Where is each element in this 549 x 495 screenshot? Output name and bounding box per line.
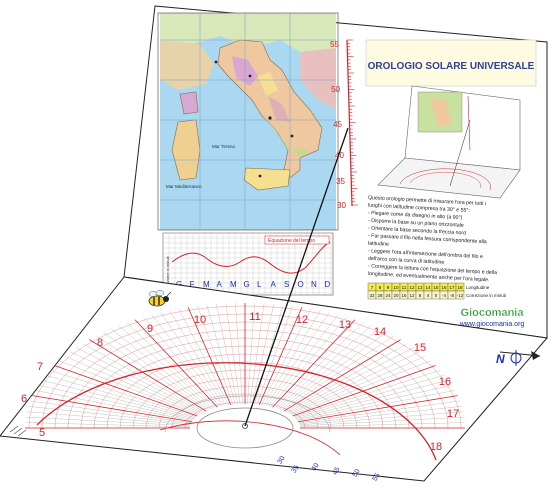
latitude-label-50: 50 [331,85,340,94]
correction-cell: -8 [450,293,454,298]
month-label: F [190,280,195,289]
month-label: M [203,280,210,289]
north-compass: N [496,350,541,366]
instruction-line: latitudine [368,241,389,248]
correction-cell: 12 [409,293,415,298]
latitude-arc-label: 55 [372,472,382,482]
latitude-label-40: 40 [335,151,344,160]
longitude-cell: 15 [433,285,439,290]
longitude-cell: 16 [441,285,447,290]
hour-label: 16 [439,376,451,388]
longitude-cell: 11 [402,285,407,290]
month-label: A [217,280,223,289]
instruction-line: - Orientare la base secondo la freccia n… [368,225,466,236]
month-label: D [325,280,331,289]
fold-marks [9,425,27,437]
latitude-arc-label: 30 [277,455,287,465]
longitude-cell: 12 [409,285,415,290]
correction-cell: 24 [385,293,391,298]
outer-dial-arc [36,362,437,461]
hour-label: 5 [39,427,45,439]
brand-logo: Giocomania www.giocomania.org [459,307,525,328]
longitude-cell: 13 [417,285,423,290]
month-label: S [284,280,289,289]
title-card: OROLOGIO SOLARE UNIVERSALE [365,39,537,87]
hour-label: 12 [296,314,308,326]
bee-icon [148,290,172,307]
correction-cell: 0 [435,293,438,298]
correction-cell: -4 [442,293,446,298]
map-sea-label: Mar Mediterraneo [166,184,202,189]
equation-ylabel: Correzione in minuti [165,256,170,292]
longitude-cell: 14 [425,285,431,290]
correction-row-label: Correzione in minuti [466,293,506,298]
hour-label: 6 [21,393,27,405]
hour-label: 15 [414,342,426,354]
month-label: N [311,280,317,289]
correction-cell: -12 [457,293,464,298]
instruction-line: - Piegare come da disegno in alto (a 90°… [368,210,463,221]
month-label: A [271,280,277,289]
hour-label: 14 [374,326,386,338]
italy-map: Mar Mediterraneo Mar Tirreno [160,13,336,230]
equation-legend: Equazione del tempo [268,238,315,244]
correction-cell: 20 [393,293,399,298]
longitude-cell: 7 [371,285,374,290]
mini-sundial-illustration [377,85,521,199]
hour-label: 10 [194,314,206,326]
center-circle [196,407,294,449]
correction-cell: 8 [419,293,422,298]
longitude-cell: 10 [393,285,399,290]
instruction-line: luoghi con latitudine compresa tra 30° e… [368,203,470,214]
equation-curve [171,241,331,274]
instruction-line: dell'arco con la curva di latitudine [368,256,445,266]
latitude-label-30: 30 [337,201,346,210]
hour-label: 8 [97,337,103,349]
latitude-arc-label: 45 [332,466,342,476]
instruction-line: - Disporre la base su un piano orizzonta… [368,218,464,229]
latitude-label-45: 45 [333,120,342,129]
map-sea2-label: Mar Tirreno [212,144,236,149]
month-label: M [230,280,237,289]
gnomon-string [242,127,349,429]
hour-label: 7 [37,361,43,373]
equation-of-time-chart: Correzione in minuti Equazione del tempo… [162,232,334,296]
logo-text: Giocomania [461,307,525,319]
longitude-cell: 8 [379,285,382,290]
map-grid [160,13,336,230]
hour-label: 18 [430,441,442,453]
month-label: L [257,280,262,289]
longitude-cell: 9 [387,285,390,290]
latitude-arc-label: 35 [291,464,301,474]
brand-url: www.giocomania.org [459,321,525,328]
correction-cell: 4 [427,293,430,298]
hour-label: 11 [249,311,260,323]
latitude-arc-label: 50 [352,468,362,478]
north-label: N [496,352,505,366]
inner-dial-arc [159,420,341,456]
latitude-arc-label: 40 [311,462,321,472]
hour-label: 17 [447,408,459,420]
correction-cell: 28 [377,293,383,298]
hour-label: 9 [147,323,153,335]
month-label: O [298,280,304,289]
longitude-row-label: Longitudine [466,285,490,290]
correction-cell: 32 [369,293,375,298]
latitude-label-55: 55 [330,40,339,49]
longitude-cell: 18 [457,285,463,290]
hour-label: 13 [339,319,351,331]
latitude-scale: 55 50 45 40 35 30 [330,39,358,210]
latitude-label-35: 35 [336,177,345,186]
correction-cell: 16 [401,293,407,298]
page-title: OROLOGIO SOLARE UNIVERSALE [368,61,535,72]
month-label: G [244,280,250,289]
longitude-cell: 17 [449,285,455,290]
